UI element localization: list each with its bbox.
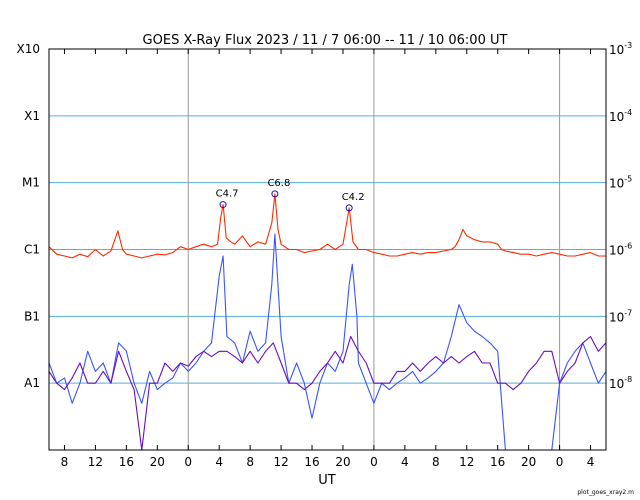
y-left-tick-label: C1 bbox=[24, 243, 40, 257]
series-line-3 bbox=[48, 335, 607, 451]
flare-label: C4.2 bbox=[342, 192, 365, 203]
y-right-tick-exponent: -3 bbox=[624, 41, 632, 50]
y-left-tick-label: X10 bbox=[17, 42, 41, 56]
flare-marker bbox=[271, 190, 279, 198]
x-tick-label: 20 bbox=[521, 455, 536, 469]
x-tick-label: 0 bbox=[184, 455, 192, 469]
y-left-tick-label: B1 bbox=[24, 309, 40, 323]
y-right-tick-exponent: -5 bbox=[624, 175, 632, 184]
x-axis-label: UT bbox=[318, 473, 336, 488]
series-line-2 bbox=[48, 233, 607, 451]
x-tick-label: 0 bbox=[370, 455, 378, 469]
flare-marker bbox=[219, 201, 227, 209]
axis-ticks: 8 12 16 20 0 4 8 12 16 20 0 4 8 12 16 20 0 4 A1 B1 C1 M1 X1 X10… bbox=[17, 41, 633, 469]
x-tick-label: 16 bbox=[490, 455, 505, 469]
x-tick-label: 4 bbox=[215, 455, 223, 469]
y-right-tick-label: 10-6 bbox=[609, 242, 632, 258]
y-right-tick-label: 10-7 bbox=[609, 308, 632, 324]
series-line-1 bbox=[48, 193, 606, 259]
y-left-tick-label: M1 bbox=[22, 176, 40, 190]
y-right-tick-label: 10-8 bbox=[609, 375, 632, 391]
flare-label: C6.8 bbox=[267, 178, 290, 189]
y-right-tick-label: 10-3 bbox=[609, 41, 632, 57]
y-left-tick-label: X1 bbox=[24, 109, 40, 123]
x-tick-label: 16 bbox=[119, 455, 134, 469]
flare-label: C4.7 bbox=[216, 189, 239, 200]
flare-marker bbox=[345, 204, 353, 212]
series-layer bbox=[48, 193, 607, 451]
footer-note: plot_goes_xray2.m bbox=[577, 489, 634, 496]
flare-annotations: C4.7 C6.8 C4.2 bbox=[216, 178, 365, 212]
plot-frame bbox=[48, 48, 607, 451]
y-right-tick-label: 10-5 bbox=[609, 175, 632, 191]
x-tick-label: 8 bbox=[246, 455, 254, 469]
x-tick-label: 20 bbox=[335, 455, 350, 469]
x-tick-label: 0 bbox=[556, 455, 564, 469]
x-tick-label: 4 bbox=[587, 455, 595, 469]
y-right-tick-exponent: -6 bbox=[624, 242, 632, 251]
x-tick-label: 12 bbox=[88, 455, 103, 469]
x-tick-label: 4 bbox=[401, 455, 409, 469]
x-tick-label: 12 bbox=[273, 455, 288, 469]
x-tick-label: 12 bbox=[459, 455, 474, 469]
grid-lines bbox=[49, 48, 606, 450]
y-left-tick-label: A1 bbox=[24, 376, 40, 390]
x-tick-label: 8 bbox=[432, 455, 440, 469]
chart-title: GOES X-Ray Flux 2023 / 11 / 7 06:00 -- 1… bbox=[143, 33, 508, 48]
x-tick-label: 8 bbox=[61, 455, 69, 469]
y-right-tick-exponent: -7 bbox=[624, 308, 632, 317]
y-right-tick-exponent: -8 bbox=[624, 375, 632, 384]
x-tick-label: 20 bbox=[150, 455, 165, 469]
y-right-tick-label: 10-4 bbox=[609, 108, 632, 124]
y-right-tick-exponent: -4 bbox=[624, 108, 632, 117]
x-tick-label: 16 bbox=[304, 455, 319, 469]
